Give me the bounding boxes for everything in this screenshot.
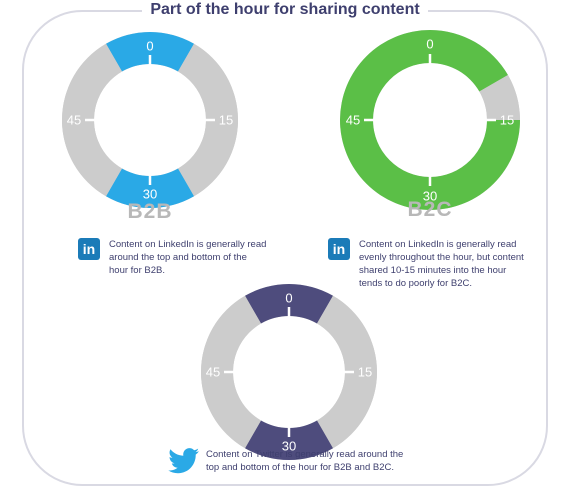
page-title: Part of the hour for sharing content xyxy=(142,0,428,20)
note-linkedin-b2c: in Content on LinkedIn is generally read… xyxy=(328,238,524,290)
donut-tick-label: 0 xyxy=(285,291,292,306)
donut-tick-label: 30 xyxy=(423,189,437,204)
note-text-linkedin-b2c: Content on LinkedIn is generally read ev… xyxy=(359,239,524,289)
note-twitter: Content on Twitter is generally read aro… xyxy=(168,448,418,474)
donut-tick-label: 15 xyxy=(219,113,233,128)
donut-tick-label: 45 xyxy=(346,113,360,128)
chart-label-b2b: B2B xyxy=(127,200,173,223)
donut-segment-highlighted xyxy=(340,30,520,210)
linkedin-icon: in xyxy=(328,238,350,260)
donut-segment-normal xyxy=(479,75,520,120)
twitter-bird-icon xyxy=(168,448,200,474)
note-linkedin-b2b: in Content on LinkedIn is generally read… xyxy=(78,238,268,277)
donut-segment-highlighted xyxy=(106,168,194,208)
donut-tick-label: 0 xyxy=(426,37,433,52)
donut-chart-b2b: 0 15 30 45 xyxy=(62,31,238,208)
donut-tick-label: 30 xyxy=(282,439,296,454)
note-text-linkedin-b2b: Content on LinkedIn is generally read ar… xyxy=(109,239,267,276)
donut-tick-label: 30 xyxy=(143,187,157,202)
title-bar: Part of the hour for sharing content xyxy=(0,0,570,20)
note-text-twitter: Content on Twitter is generally read aro… xyxy=(206,449,404,473)
donut-tick-label: 15 xyxy=(500,113,514,128)
donut-segment-highlighted xyxy=(245,284,333,324)
donut-tick-label: 45 xyxy=(206,365,220,380)
donut-tick-label: 45 xyxy=(67,113,81,128)
donut-segment-highlighted xyxy=(245,420,333,460)
donut-chart-b2c: 0 15 30 45 xyxy=(340,30,520,210)
donut-segment-highlighted xyxy=(106,31,194,72)
donut-tick-label: 0 xyxy=(146,39,153,54)
chart-label-b2c: B2C xyxy=(407,198,453,221)
donut-segment-highlighted xyxy=(430,30,508,92)
donut-chart-twitter: 0 15 30 45 xyxy=(201,284,377,460)
donut-tick-label: 15 xyxy=(358,365,372,380)
linkedin-icon: in xyxy=(78,238,100,260)
